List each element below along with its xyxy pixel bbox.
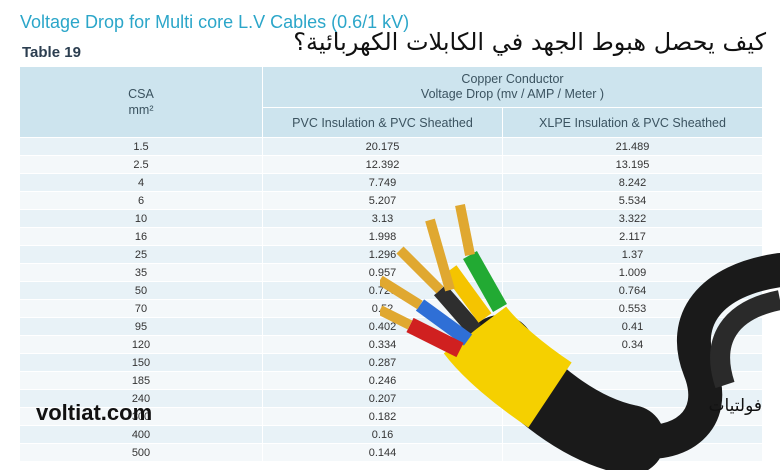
csa-cell: 70	[19, 299, 263, 318]
cable-illustration	[380, 204, 780, 470]
csa-cell: 10	[19, 209, 263, 228]
csa-cell: 240	[19, 389, 263, 408]
pvc-value-cell: 0.207	[262, 389, 503, 408]
xlpe-column-header: XLPE Insulation & PVC Sheathed	[501, 107, 764, 138]
pvc-value-cell: 20.175	[262, 137, 503, 156]
csa-cell: 1.5	[19, 137, 263, 156]
pvc-column-header: PVC Insulation & PVC Sheathed	[262, 107, 503, 138]
csa-header: CSA mm²	[19, 66, 263, 138]
table-row: 4 7.749 8.242	[19, 173, 764, 192]
voltage-drop-label: Voltage Drop (mv / AMP / Meter )	[420, 87, 605, 102]
conductor-label: Copper Conductor	[461, 72, 564, 87]
site-watermark: voltiat.com	[36, 400, 153, 425]
document-title: Voltage Drop for Multi core L.V Cables (…	[20, 12, 410, 32]
arabic-watermark: فولتيات	[708, 396, 762, 416]
pvc-value-cell: 7.749	[262, 173, 503, 192]
arabic-headline: كيف يحصل هبوط الجهد في الكابلات الكهربائ…	[293, 28, 766, 56]
table-row: 500 0.144 0.14	[19, 443, 764, 462]
pvc-value-cell: 0.246	[262, 371, 503, 390]
csa-cell: 4	[19, 173, 263, 192]
xlpe-value-cell: 1.37	[501, 245, 764, 264]
xlpe-value-cell: 21.489	[501, 137, 764, 156]
pvc-value-cell: 0.16	[262, 425, 503, 444]
csa-cell: 35	[19, 263, 263, 282]
conductor-header: Copper Conductor Voltage Drop (mv / AMP …	[261, 65, 764, 109]
pvc-value-cell: 0.287	[262, 353, 503, 372]
csa-label: CSA	[128, 87, 154, 101]
table-row: 2.5 12.392 13.195	[19, 155, 764, 174]
csa-cell: 120	[19, 335, 263, 354]
csa-cell: 2.5	[19, 155, 263, 174]
table-row: 1.5 20.175 21.489	[19, 137, 764, 156]
pvc-value-cell: 12.392	[262, 155, 503, 174]
csa-cell: 185	[19, 371, 263, 390]
xlpe-value-cell: 8.242	[501, 173, 764, 192]
csa-cell: 400	[19, 425, 263, 444]
csa-cell: 25	[19, 245, 263, 264]
csa-cell: 16	[19, 227, 263, 246]
csa-cell: 50	[19, 281, 263, 300]
csa-cell: 500	[19, 443, 263, 462]
xlpe-value-cell: 13.195	[501, 155, 764, 174]
table-label: Table 19	[22, 44, 81, 61]
csa-cell: 300	[19, 407, 263, 426]
table-row: 6 5.207 5.534	[19, 191, 764, 210]
csa-cell: 6	[19, 191, 263, 210]
csa-unit: mm²	[128, 103, 154, 117]
pvc-value-cell: 0.144	[262, 443, 503, 462]
xlpe-value-cell: 5.534	[501, 191, 764, 210]
csa-cell: 150	[19, 353, 263, 372]
csa-cell: 95	[19, 317, 263, 336]
